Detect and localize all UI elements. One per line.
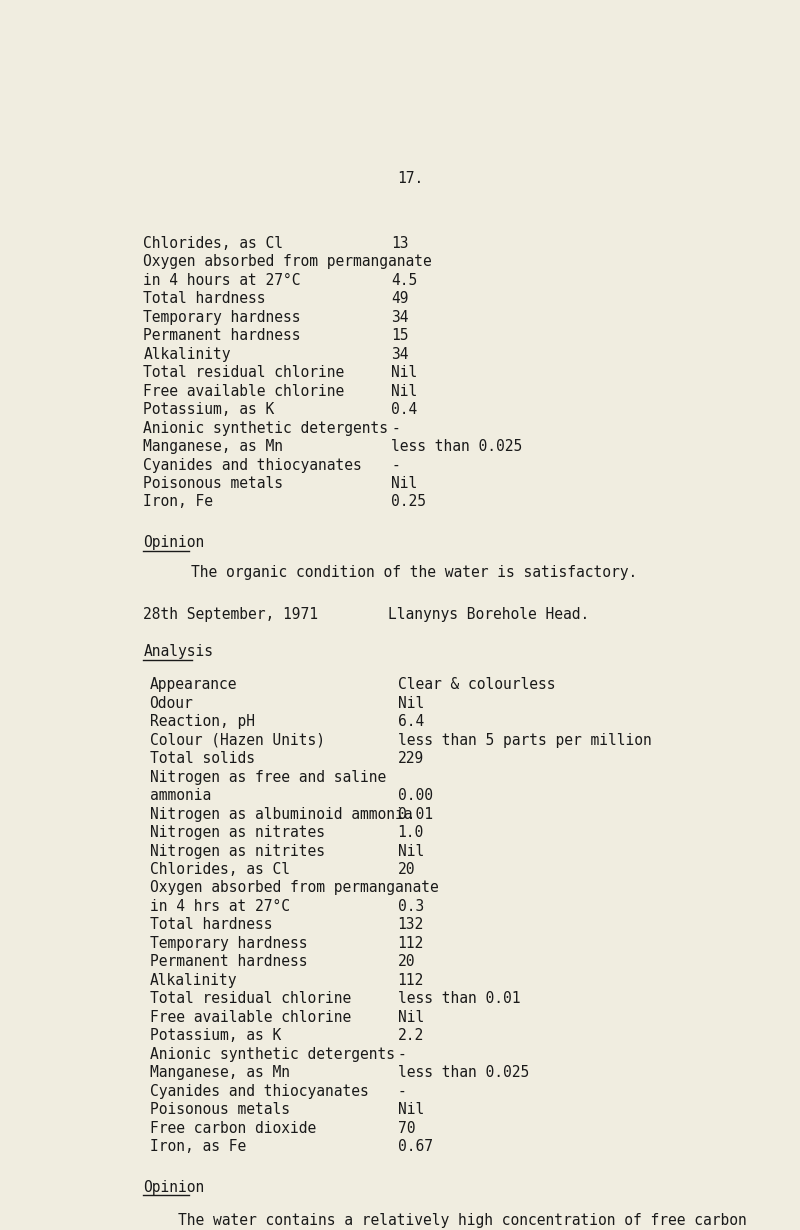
Text: Potassium, as K: Potassium, as K [143, 402, 274, 417]
Text: Nil: Nil [398, 1102, 424, 1117]
Text: Nil: Nil [391, 476, 418, 491]
Text: 0.3: 0.3 [398, 899, 424, 914]
Text: Nil: Nil [398, 696, 424, 711]
Text: The water contains a relatively high concentration of free carbon
dioxide which : The water contains a relatively high con… [143, 1213, 756, 1230]
Text: Nil: Nil [391, 365, 418, 380]
Text: Alkalinity: Alkalinity [150, 973, 237, 988]
Text: Chlorides, as Cl: Chlorides, as Cl [150, 862, 290, 877]
Text: Analysis: Analysis [143, 645, 214, 659]
Text: Nitrogen as free and saline: Nitrogen as free and saline [150, 770, 386, 785]
Text: Manganese, as Mn: Manganese, as Mn [150, 1065, 290, 1080]
Text: Nil: Nil [398, 844, 424, 859]
Text: 0.01: 0.01 [398, 807, 433, 822]
Text: 0.4: 0.4 [391, 402, 418, 417]
Text: Colour (Hazen Units): Colour (Hazen Units) [150, 733, 325, 748]
Text: Permanent hardness: Permanent hardness [143, 328, 301, 343]
Text: Iron, as Fe: Iron, as Fe [150, 1139, 246, 1154]
Text: -: - [391, 421, 400, 435]
Text: The organic condition of the water is satisfactory.: The organic condition of the water is sa… [156, 565, 637, 579]
Text: Cyanides and thiocyanates: Cyanides and thiocyanates [143, 458, 362, 472]
Text: Alkalinity: Alkalinity [143, 347, 231, 362]
Text: 2.2: 2.2 [398, 1028, 424, 1043]
Text: Anionic synthetic detergents: Anionic synthetic detergents [150, 1047, 394, 1061]
Text: Total residual chlorine: Total residual chlorine [150, 991, 351, 1006]
Text: Nil: Nil [391, 384, 418, 399]
Text: Manganese, as Mn: Manganese, as Mn [143, 439, 283, 454]
Text: 1.0: 1.0 [398, 825, 424, 840]
Text: Total solids: Total solids [150, 752, 254, 766]
Text: less than 0.025: less than 0.025 [398, 1065, 529, 1080]
Text: less than 5 parts per million: less than 5 parts per million [398, 733, 651, 748]
Text: less than 0.025: less than 0.025 [391, 439, 522, 454]
Text: ammonia: ammonia [150, 788, 211, 803]
Text: 112: 112 [398, 936, 424, 951]
Text: Total hardness: Total hardness [143, 292, 266, 306]
Text: Cyanides and thiocyanates: Cyanides and thiocyanates [150, 1084, 368, 1098]
Text: Oxygen absorbed from permanganate: Oxygen absorbed from permanganate [143, 255, 432, 269]
Text: Anionic synthetic detergents: Anionic synthetic detergents [143, 421, 389, 435]
Text: 20: 20 [398, 862, 415, 877]
Text: Poisonous metals: Poisonous metals [143, 476, 283, 491]
Text: 132: 132 [398, 918, 424, 932]
Text: 0.67: 0.67 [398, 1139, 433, 1154]
Text: Nil: Nil [398, 1010, 424, 1025]
Text: Permanent hardness: Permanent hardness [150, 954, 307, 969]
Text: Free carbon dioxide: Free carbon dioxide [150, 1121, 316, 1135]
Text: Opinion: Opinion [143, 535, 205, 550]
Text: -: - [398, 1047, 406, 1061]
Text: Odour: Odour [150, 696, 194, 711]
Text: Chlorides, as Cl: Chlorides, as Cl [143, 236, 283, 251]
Text: Total hardness: Total hardness [150, 918, 272, 932]
Text: 229: 229 [398, 752, 424, 766]
Text: Free available chlorine: Free available chlorine [143, 384, 345, 399]
Text: 17.: 17. [397, 171, 423, 186]
Text: Free available chlorine: Free available chlorine [150, 1010, 351, 1025]
Text: Clear & colourless: Clear & colourless [398, 678, 555, 692]
Text: -: - [398, 1084, 406, 1098]
Text: Oxygen absorbed from permanganate: Oxygen absorbed from permanganate [150, 881, 438, 895]
Text: Total residual chlorine: Total residual chlorine [143, 365, 345, 380]
Text: 4.5: 4.5 [391, 273, 418, 288]
Text: 0.00: 0.00 [398, 788, 433, 803]
Text: 20: 20 [398, 954, 415, 969]
Text: Temporary hardness: Temporary hardness [150, 936, 307, 951]
Text: in 4 hrs at 27°C: in 4 hrs at 27°C [150, 899, 290, 914]
Text: in 4 hours at 27°C: in 4 hours at 27°C [143, 273, 301, 288]
Text: 112: 112 [398, 973, 424, 988]
Text: Iron, Fe: Iron, Fe [143, 494, 214, 509]
Text: Nitrogen as nitrites: Nitrogen as nitrites [150, 844, 325, 859]
Text: 49: 49 [391, 292, 409, 306]
Text: -: - [391, 458, 400, 472]
Text: Appearance: Appearance [150, 678, 237, 692]
Text: less than 0.01: less than 0.01 [398, 991, 520, 1006]
Text: Potassium, as K: Potassium, as K [150, 1028, 281, 1043]
Text: Nitrogen as nitrates: Nitrogen as nitrates [150, 825, 325, 840]
Text: 6.4: 6.4 [398, 715, 424, 729]
Text: Reaction, pH: Reaction, pH [150, 715, 254, 729]
Text: Nitrogen as albuminoid ammonia: Nitrogen as albuminoid ammonia [150, 807, 412, 822]
Text: 70: 70 [398, 1121, 415, 1135]
Text: 15: 15 [391, 328, 409, 343]
Text: Opinion: Opinion [143, 1180, 205, 1194]
Text: 34: 34 [391, 310, 409, 325]
Text: Temporary hardness: Temporary hardness [143, 310, 301, 325]
Text: Poisonous metals: Poisonous metals [150, 1102, 290, 1117]
Text: 0.25: 0.25 [391, 494, 426, 509]
Text: 28th September, 1971        Llanynys Borehole Head.: 28th September, 1971 Llanynys Borehole H… [143, 608, 590, 622]
Text: 34: 34 [391, 347, 409, 362]
Text: 13: 13 [391, 236, 409, 251]
